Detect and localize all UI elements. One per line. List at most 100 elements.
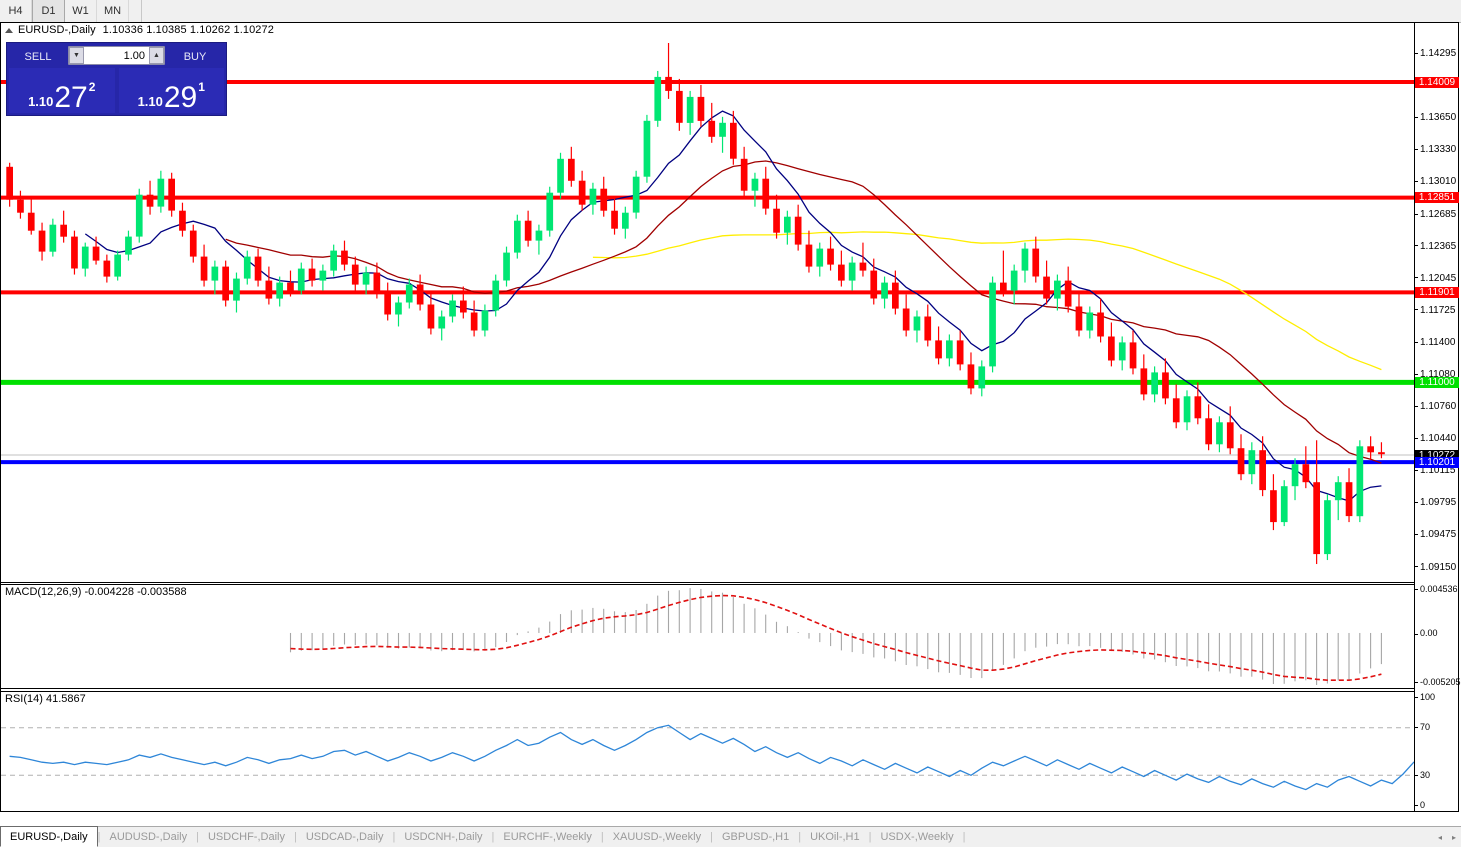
candle xyxy=(622,206,629,239)
chart-tab-1[interactable]: AUDUSD-,Daily xyxy=(109,831,188,843)
price-pane[interactable] xyxy=(1,37,1416,583)
buy-price-quote[interactable]: 1.10 29 1 xyxy=(118,68,224,113)
candle xyxy=(211,260,219,295)
macd-chart-svg xyxy=(289,588,1382,685)
price-tick: 1.09475 xyxy=(1415,529,1459,540)
candle xyxy=(449,294,456,323)
chart-tab-0[interactable]: EURUSD-,Daily xyxy=(0,826,98,847)
price-tick: 1.11400 xyxy=(1415,337,1459,348)
candle xyxy=(103,254,111,283)
candle xyxy=(1162,358,1169,405)
chart-tab-2[interactable]: USDCHF-,Daily xyxy=(207,831,285,843)
price-scale[interactable]: 1.14295 1.13650 1.13330 1.13010 1.12685 1.123… xyxy=(1414,23,1461,811)
buy-price-prefix: 1.10 xyxy=(137,94,163,109)
candle xyxy=(589,182,597,215)
collapse-triangle-icon[interactable] xyxy=(5,27,13,33)
candle xyxy=(665,42,672,99)
candle xyxy=(1270,474,1277,531)
chart-tab-3[interactable]: USDCAD-,Daily xyxy=(305,831,384,843)
candle xyxy=(935,326,942,365)
candle xyxy=(276,276,283,307)
buy-button[interactable]: BUY xyxy=(183,51,207,63)
buy-price-fraction: 1 xyxy=(198,80,205,94)
candle xyxy=(200,244,208,287)
candle xyxy=(1118,336,1126,371)
candle xyxy=(870,258,878,305)
candle xyxy=(373,262,381,299)
chart-tab-7[interactable]: GBPUSD-,H1 xyxy=(721,831,790,843)
volume-stepper[interactable]: ▼ 1.00 ▲ xyxy=(68,46,165,65)
sell-button[interactable]: SELL xyxy=(24,51,52,63)
sell-price-fraction: 2 xyxy=(88,80,96,94)
macd-pane[interactable]: MACD(12,26,9) -0.004228 -0.003588 xyxy=(1,584,1416,689)
chart-tab-9[interactable]: USDX-,Weekly xyxy=(880,831,954,843)
sell-price-quote[interactable]: 1.10 27 2 xyxy=(9,68,115,113)
candle xyxy=(168,172,175,217)
candle xyxy=(1291,458,1299,501)
price-tick: 1.12365 xyxy=(1415,241,1459,252)
candle xyxy=(492,274,500,317)
price-tag[interactable]: 1.11000 xyxy=(1415,376,1459,388)
candle xyxy=(1280,480,1288,527)
candle xyxy=(773,194,780,239)
candle xyxy=(297,262,305,295)
candle xyxy=(254,248,262,287)
candle xyxy=(719,116,726,153)
candle xyxy=(1075,292,1083,337)
price-tick: 1.10115 xyxy=(1415,465,1459,476)
candle xyxy=(157,170,165,213)
price-tag[interactable]: 1.14009 xyxy=(1415,76,1459,88)
candle xyxy=(1010,264,1018,305)
timeframe-w1[interactable]: W1 xyxy=(65,0,97,22)
candle xyxy=(1302,446,1310,489)
candle xyxy=(535,224,543,255)
candle xyxy=(568,146,575,187)
chart-tab-4[interactable]: USDCNH-,Daily xyxy=(404,831,483,843)
one-click-trading-panel[interactable]: SELL ▼ 1.00 ▲ BUY 1.10 27 2 1.10 29 1 xyxy=(6,42,227,116)
price-tick: 1.10440 xyxy=(1415,433,1459,444)
price-tick: 1.12685 xyxy=(1415,209,1459,220)
chart-tab-5[interactable]: EURCHF-,Weekly xyxy=(503,831,592,843)
candle xyxy=(816,242,824,277)
price-tick: 1.14295 xyxy=(1415,48,1459,59)
rsi-pane[interactable]: RSI(14) 41.5867 xyxy=(1,691,1416,811)
candle xyxy=(697,84,705,127)
price-tag[interactable]: 1.10201 xyxy=(1415,456,1459,468)
tab-separator: | xyxy=(710,831,713,843)
price-tag[interactable]: 1.10272 xyxy=(1415,449,1459,461)
candle xyxy=(1226,406,1234,455)
rsi-tick: 30 xyxy=(1415,770,1459,781)
price-tick: 1.13330 xyxy=(1415,144,1459,155)
chart-tab-bar: EURUSD-,Daily | AUDUSD-,Daily | USDCHF-,Dail… xyxy=(0,826,1461,847)
trade-panel-prices: 1.10 27 2 1.10 29 1 xyxy=(7,68,226,115)
candle xyxy=(179,202,186,237)
tab-bar-spacer xyxy=(965,827,1433,847)
chart-tab-6[interactable]: XAUUSD-,Weekly xyxy=(612,831,702,843)
candle xyxy=(967,352,975,395)
candle xyxy=(913,310,921,343)
candle xyxy=(470,300,478,337)
price-tag[interactable]: 1.11901 xyxy=(1415,286,1459,298)
caret-down-icon[interactable]: ▼ xyxy=(69,47,84,64)
volume-input[interactable]: 1.00 xyxy=(84,47,149,64)
tab-scroll-left-icon[interactable]: ◂ xyxy=(1437,832,1442,842)
candle xyxy=(395,296,402,327)
candle xyxy=(730,110,737,165)
tab-separator: | xyxy=(97,831,101,843)
tab-separator: | xyxy=(868,831,872,843)
candle xyxy=(946,334,953,367)
candle xyxy=(1129,330,1137,375)
candle xyxy=(146,180,154,215)
price-tick: 1.13650 xyxy=(1415,112,1459,123)
timeframe-h4[interactable]: H4 xyxy=(0,0,32,22)
timeframe-d1[interactable]: D1 xyxy=(32,0,65,22)
candle xyxy=(1021,242,1029,283)
caret-up-icon[interactable]: ▲ xyxy=(149,47,164,64)
price-tag[interactable]: 1.12851 xyxy=(1415,192,1459,204)
timeframe-mn[interactable]: MN xyxy=(97,0,129,22)
tab-scroll-right-icon[interactable]: ▸ xyxy=(1451,832,1456,842)
rsi-label: RSI(14) 41.5867 xyxy=(5,693,89,705)
candle xyxy=(1000,250,1007,297)
chart-tab-8[interactable]: UKOil-,H1 xyxy=(810,831,860,843)
candle xyxy=(222,260,229,307)
